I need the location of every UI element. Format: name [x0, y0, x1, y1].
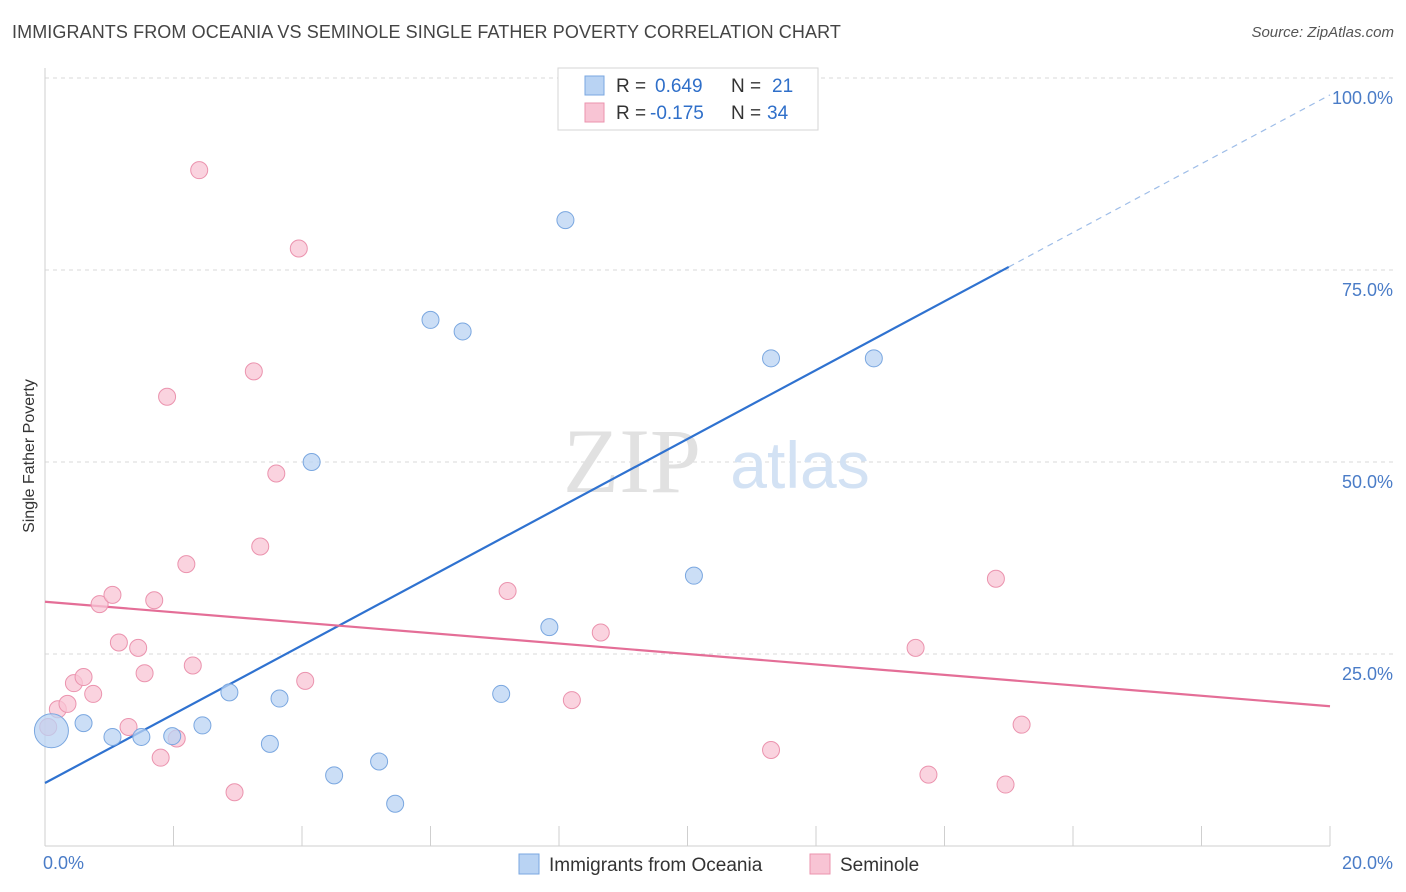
oceania-point-11 — [370, 752, 389, 771]
oceania-point-7 — [260, 734, 279, 753]
seminole-point-21 — [251, 537, 270, 556]
oceania-point-13 — [421, 310, 440, 329]
oceania-point-15 — [492, 684, 511, 703]
oceania-trend-line — [44, 265, 1010, 784]
legend-n-label-1: N = — [731, 76, 761, 97]
watermark-zip: ZIP — [563, 410, 701, 512]
legend-r-label-1: R = — [616, 76, 646, 97]
oceania-point-9 — [302, 453, 321, 471]
seminole-point-17 — [183, 656, 202, 675]
oceania-point-8 — [270, 689, 289, 708]
seminole-point-19 — [225, 783, 244, 802]
bottom-legend-swatch-seminole — [809, 853, 831, 875]
seminole-point-24 — [296, 671, 315, 690]
legend-r-value-1: 0.649 — [655, 76, 703, 97]
seminole-point-12 — [145, 591, 164, 610]
tick-labels: 25.0% 50.0% 75.0% 100.0% 0.0% 20.0% — [43, 88, 1393, 873]
x-tick-label-0: 0.0% — [43, 853, 84, 873]
bottom-legend-label-oceania: Immigrants from Oceania — [549, 855, 763, 876]
seminole-point-25 — [498, 582, 517, 601]
oceania-point-4 — [163, 727, 182, 746]
x-tick-label-1: 20.0% — [1342, 853, 1393, 873]
oceania-point-3 — [132, 727, 151, 746]
y-axis-label: Single Father Poverty — [21, 379, 38, 533]
legend-swatch-seminole — [584, 102, 605, 123]
legend: R = 0.649 N = 21 R = -0.175 N = 34 — [557, 67, 819, 131]
oceania-point-12 — [386, 794, 405, 813]
seminole-trend-line — [44, 600, 1331, 708]
legend-swatch-oceania — [584, 75, 605, 96]
seminole-point-5 — [84, 684, 103, 703]
watermark-atlas: atlas — [730, 428, 869, 502]
bottom-legend-label-seminole: Seminole — [840, 855, 919, 876]
oceania-point-19 — [762, 349, 781, 368]
seminole-point-8 — [109, 633, 128, 652]
legend-r-label-2: R = — [616, 103, 646, 124]
source-label: Source: ZipAtlas.com — [1251, 24, 1394, 41]
seminole-point-2 — [58, 694, 77, 713]
seminole-point-22 — [267, 464, 286, 483]
oceania-point-5 — [193, 716, 212, 735]
oceania-trend-extension — [1008, 94, 1331, 268]
y-tick-label-0: 25.0% — [1342, 664, 1393, 684]
legend-n-label-2: N = — [731, 103, 761, 124]
legend-n-value-2: 34 — [767, 103, 789, 124]
seminole-point-28 — [762, 741, 781, 759]
oceania-point-1 — [74, 714, 93, 733]
seminole-point-26 — [562, 691, 581, 710]
seminole-point-9 — [119, 717, 138, 736]
oceania-point-6 — [220, 683, 239, 702]
oceania-point-2 — [103, 727, 122, 746]
seminole-point-23 — [289, 239, 308, 258]
legend-n-value-1: 21 — [772, 76, 793, 97]
bottom-legend: Immigrants from Oceania Seminole — [518, 853, 919, 876]
seminole-point-30 — [919, 765, 938, 784]
bottom-legend-swatch-oceania — [518, 853, 540, 875]
watermark: ZIP atlas — [563, 410, 870, 512]
data-points — [33, 161, 1031, 813]
seminole-point-18 — [190, 161, 209, 180]
seminole-point-27 — [591, 623, 610, 642]
oceania-point-16 — [540, 618, 559, 637]
seminole-point-33 — [1012, 715, 1031, 734]
seminole-point-31 — [986, 569, 1005, 588]
seminole-point-11 — [135, 664, 154, 683]
seminole-point-20 — [244, 362, 263, 381]
oceania-point-17 — [556, 211, 575, 230]
seminole-point-4 — [74, 668, 93, 687]
y-tick-label-2: 75.0% — [1342, 280, 1393, 300]
seminole-point-10 — [129, 638, 148, 657]
legend-r-value-2: -0.175 — [650, 103, 704, 124]
seminole-point-32 — [996, 775, 1015, 794]
trend-lines — [44, 94, 1331, 784]
oceania-point-18 — [684, 566, 703, 585]
seminole-point-14 — [158, 387, 177, 406]
seminole-point-7 — [103, 585, 122, 604]
seminole-point-29 — [906, 638, 925, 657]
seminole-point-6 — [90, 595, 109, 614]
seminole-point-13 — [151, 748, 170, 767]
y-tick-label-1: 50.0% — [1342, 472, 1393, 492]
oceania-point-0 — [33, 713, 69, 749]
oceania-point-14 — [453, 322, 472, 341]
oceania-point-20 — [864, 349, 883, 368]
oceania-point-10 — [325, 766, 344, 785]
chart-title: IMMIGRANTS FROM OCEANIA VS SEMINOLE SING… — [12, 22, 841, 42]
seminole-point-16 — [177, 555, 196, 574]
y-tick-label-3: 100.0% — [1332, 88, 1393, 108]
